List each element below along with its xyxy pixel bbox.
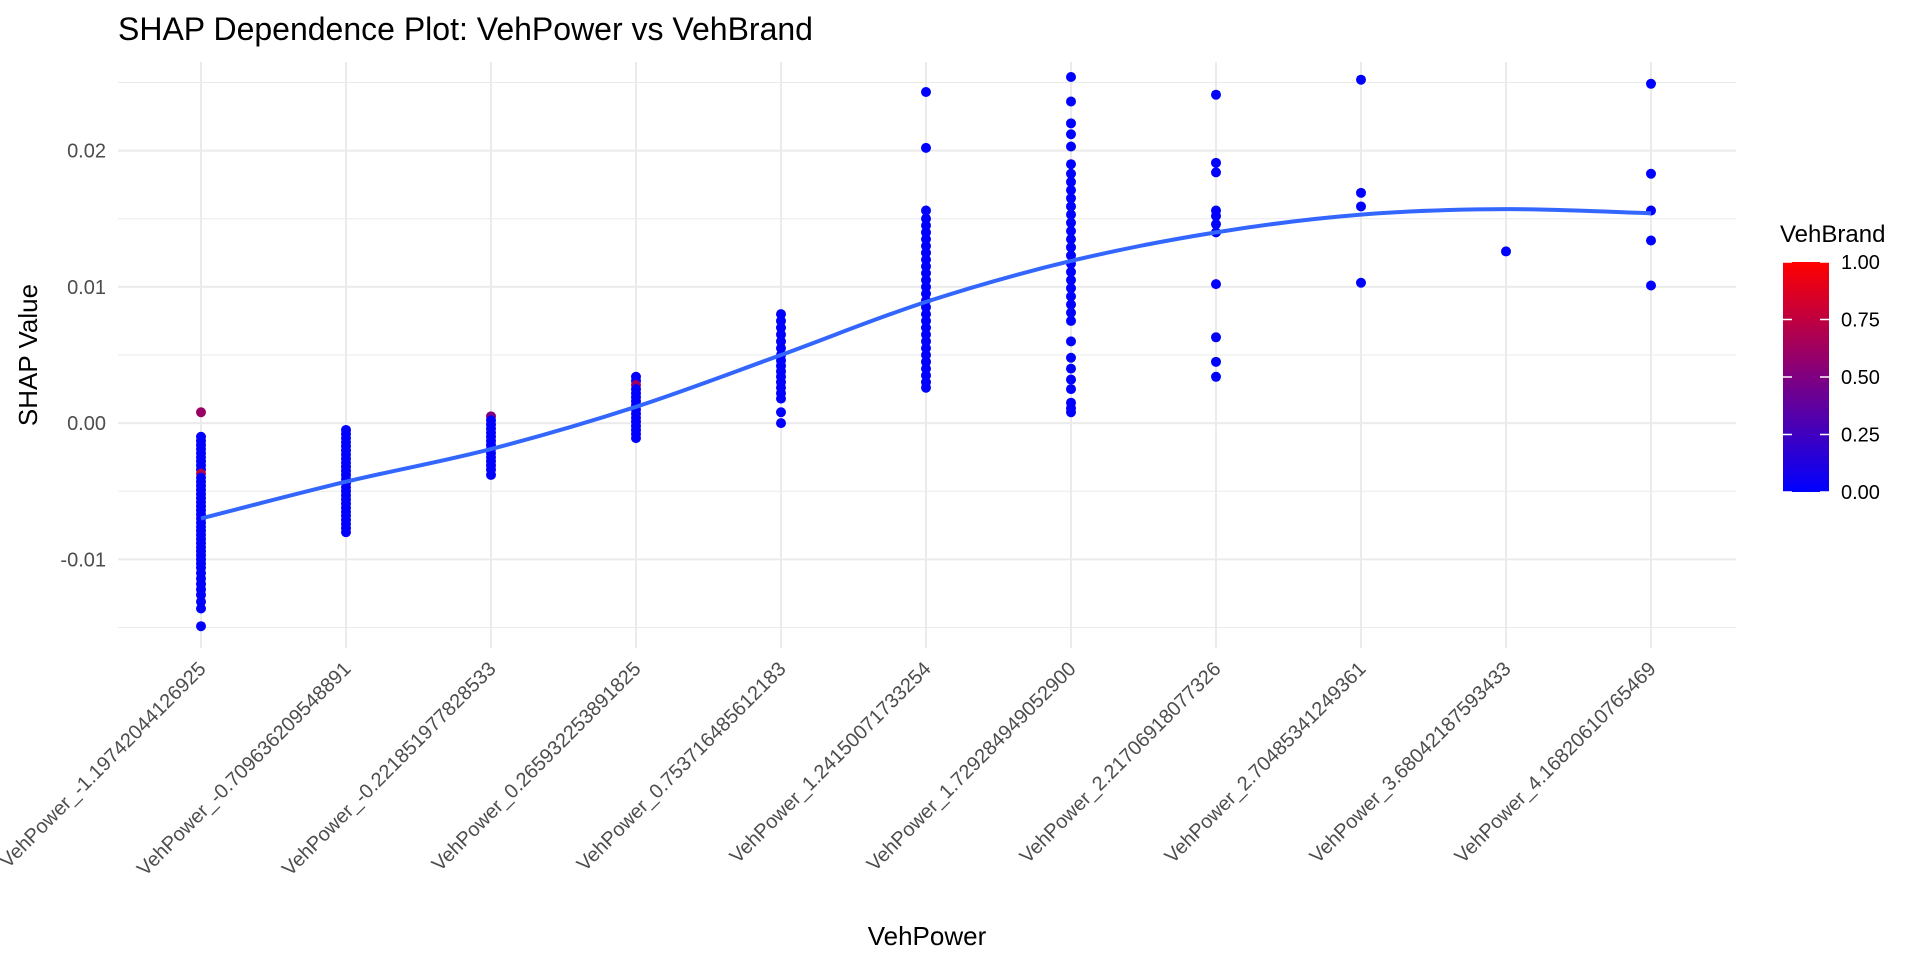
data-point	[1066, 352, 1076, 363]
data-point	[1646, 235, 1656, 246]
data-point	[1066, 374, 1076, 385]
colorbar-tick-label: 1.00	[1841, 252, 1880, 274]
data-point	[1066, 250, 1076, 261]
data-point	[776, 393, 786, 404]
data-point	[921, 142, 931, 153]
data-point	[1211, 279, 1221, 290]
data-point	[1066, 299, 1076, 310]
colorbar-legend: VehBrand 1.00 0.75 0.50 0.25 0.00	[1780, 221, 1885, 504]
data-point	[1066, 129, 1076, 140]
y-tick-labels: -0.01 0.00 0.01 0.02	[60, 141, 106, 572]
data-point	[1646, 280, 1656, 291]
y-tick-label: 0.02	[67, 141, 106, 163]
data-point	[921, 86, 931, 97]
colorbar-title: VehBrand	[1780, 221, 1885, 248]
data-point	[1356, 277, 1366, 288]
data-point	[1646, 78, 1656, 89]
data-point	[776, 407, 786, 418]
x-tick-labels: VehPower_-1.19742044126925VehPower_-0.70…	[0, 658, 1661, 880]
data-point	[1066, 168, 1076, 179]
data-point	[1066, 242, 1076, 253]
data-point	[1211, 219, 1221, 230]
data-point	[1211, 371, 1221, 382]
data-point	[1211, 89, 1221, 100]
data-point	[196, 621, 206, 632]
data-point	[341, 527, 351, 538]
data-point	[1066, 363, 1076, 374]
data-point	[1211, 167, 1221, 178]
colorbar-tick-label: 0.00	[1841, 482, 1880, 504]
chart-title: SHAP Dependence Plot: VehPower vs VehBra…	[118, 11, 813, 47]
data-point	[1211, 210, 1221, 221]
data-point	[1066, 225, 1076, 236]
smooth-trend-line	[200, 207, 1652, 521]
data-point	[1066, 159, 1076, 170]
data-point	[1646, 168, 1656, 179]
data-point	[1066, 71, 1076, 82]
data-point	[1066, 141, 1076, 152]
data-point	[1066, 407, 1076, 418]
data-point	[196, 407, 206, 418]
colorbar-tick-label: 0.75	[1841, 310, 1880, 332]
data-point	[776, 418, 786, 429]
data-point	[486, 469, 496, 480]
data-point	[1066, 291, 1076, 302]
data-point	[1356, 201, 1366, 212]
data-point	[1066, 307, 1076, 318]
data-point	[1356, 74, 1366, 85]
colorbar-ticks: 1.00 0.75 0.50 0.25 0.00	[1783, 252, 1880, 504]
x-axis-title: VehPower	[868, 921, 987, 951]
y-tick-label: 0.00	[67, 413, 106, 435]
data-point	[1501, 246, 1511, 257]
data-point	[1066, 275, 1076, 286]
y-tick-label: 0.01	[67, 277, 106, 299]
data-point	[1066, 96, 1076, 107]
data-point	[1066, 336, 1076, 347]
smooth-line	[200, 207, 1652, 521]
data-point	[1066, 209, 1076, 220]
data-point	[1066, 185, 1076, 196]
data-point	[196, 603, 206, 614]
y-tick-label: -0.01	[60, 549, 106, 571]
data-point	[1066, 118, 1076, 129]
data-point	[1211, 332, 1221, 343]
data-point	[1066, 176, 1076, 187]
data-point	[1066, 266, 1076, 277]
data-point	[1356, 187, 1366, 198]
data-points	[196, 71, 1656, 632]
data-point	[1066, 315, 1076, 326]
y-axis-title: SHAP Value	[13, 284, 43, 426]
data-point	[1066, 201, 1076, 212]
data-point	[631, 433, 641, 444]
data-point	[1066, 234, 1076, 245]
colorbar-tick-label: 0.25	[1841, 425, 1880, 447]
data-point	[1066, 283, 1076, 294]
data-point	[1066, 217, 1076, 228]
data-point	[1211, 356, 1221, 367]
colorbar-tick-label: 0.50	[1841, 367, 1880, 389]
data-point	[1066, 384, 1076, 395]
data-point	[1211, 157, 1221, 168]
data-point	[1066, 193, 1076, 204]
data-point	[921, 382, 931, 393]
data-point	[921, 205, 931, 216]
